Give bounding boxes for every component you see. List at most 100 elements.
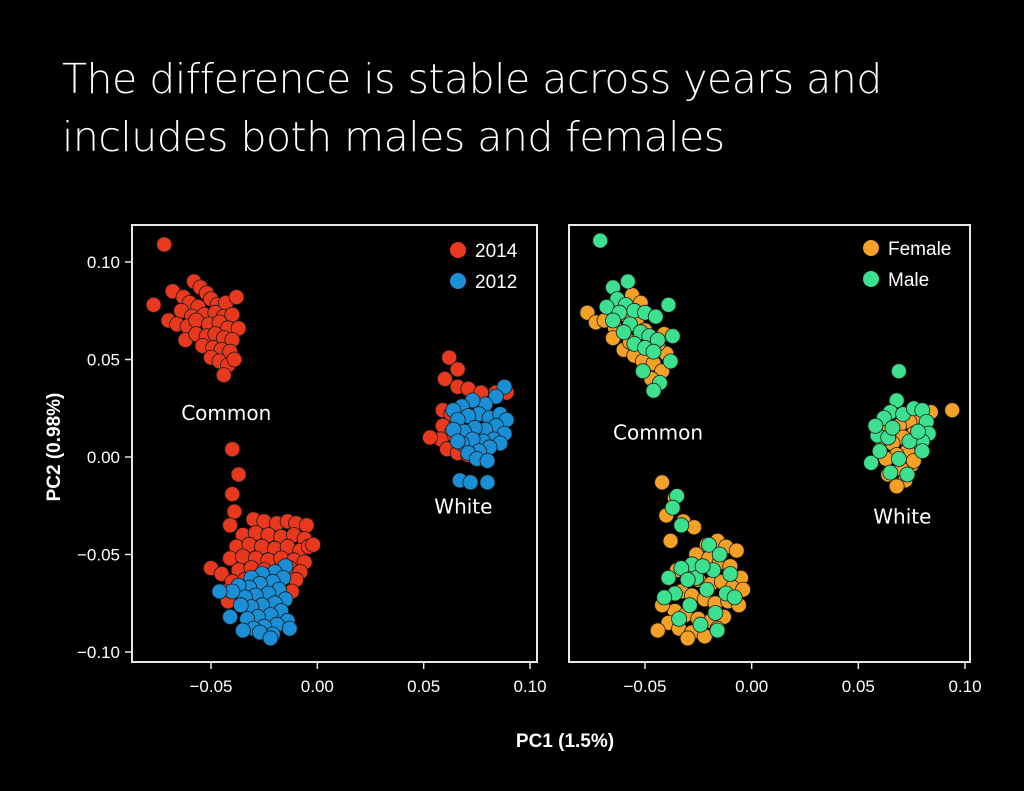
data-point-male [692, 616, 709, 633]
data-point-female [888, 478, 905, 495]
data-point-2014 [224, 306, 241, 323]
y-tick-label: −0.05 [77, 546, 120, 565]
data-point-male [694, 558, 711, 575]
data-point-male [620, 273, 636, 290]
data-point-2014 [436, 371, 453, 387]
data-point-male [592, 232, 609, 249]
data-point-male [645, 343, 662, 360]
series-2012 [211, 378, 515, 647]
data-point-male [605, 312, 621, 329]
data-point-female [679, 630, 696, 647]
data-point-2012 [479, 474, 496, 491]
y-tick-label: 0.10 [87, 253, 120, 272]
data-point-male [664, 499, 681, 516]
data-point-male [891, 363, 907, 380]
legend-label-2014: 2014 [475, 241, 518, 262]
data-point-male [656, 589, 673, 606]
data-point-male [635, 363, 651, 380]
legend: Female Male [863, 239, 951, 291]
data-point-male [699, 581, 715, 598]
data-point-male [660, 296, 677, 313]
legend-marker-male [863, 271, 879, 287]
data-point-2012 [222, 609, 239, 625]
legend-label-male: Male [888, 270, 929, 291]
data-point-female [944, 402, 961, 419]
data-point-2014 [213, 566, 230, 582]
data-point-male [722, 566, 739, 582]
slide-title-line-1: The difference is stable across years an… [62, 55, 882, 103]
y-tick-label: 0.00 [87, 448, 120, 467]
data-point-male [701, 536, 717, 553]
legend: 2014 2012 [450, 241, 518, 293]
data-point-2014 [228, 289, 245, 306]
data-point-female [728, 542, 745, 559]
x-tick-label: 0.00 [735, 677, 768, 696]
cluster-label-common: Common [181, 401, 271, 425]
series-male [592, 232, 937, 639]
data-point-2014 [145, 296, 162, 313]
x-tick-label: 0.05 [407, 677, 440, 696]
data-point-2012 [449, 433, 466, 450]
data-point-2014 [449, 361, 466, 378]
data-point-male [709, 622, 726, 639]
data-point-male [660, 570, 677, 586]
legend-label-2012: 2012 [475, 272, 517, 293]
cluster-label-common: Common [613, 420, 703, 444]
data-point-male [662, 353, 679, 370]
data-point-male [863, 454, 879, 471]
legend-marker-2012 [450, 273, 466, 289]
data-point-male [664, 328, 681, 345]
x-tick-label: 0.10 [513, 677, 546, 696]
y-tick-label: 0.05 [87, 351, 120, 370]
data-point-male [671, 611, 687, 627]
data-point-male [910, 423, 926, 440]
data-point-male [673, 517, 690, 534]
plot-frame [131, 224, 538, 663]
legend-marker-2014 [450, 242, 466, 258]
data-point-male [867, 417, 884, 434]
data-point-2012 [462, 474, 479, 491]
plot-frame [568, 224, 971, 663]
data-point-male [681, 597, 698, 614]
data-point-2012 [479, 452, 496, 469]
data-point-2012 [234, 622, 251, 639]
data-point-2014 [230, 466, 247, 483]
legend-marker-female [863, 240, 879, 256]
scatter-panel-2: −0.05 0.00 0.05 0.10 Female Male Common White [568, 224, 982, 696]
data-point-male [882, 464, 899, 481]
legend-label-female: Female [888, 239, 951, 260]
x-tick-label: 0.05 [842, 677, 875, 696]
data-point-2014 [298, 517, 315, 534]
data-point-2012 [232, 597, 249, 614]
data-point-male [645, 382, 662, 399]
data-point-2014 [226, 351, 243, 368]
scatter-panel-1: −0.05 0.00 0.05 0.10 0.10 0.05 0.00 −0.05 −0.10 2… [77, 224, 547, 696]
data-point-2012 [211, 583, 228, 600]
data-point-2014 [222, 517, 239, 534]
slide-title-line-2: includes both males and females [62, 113, 725, 161]
x-axis-title: PC1 (1.5%) [516, 731, 614, 752]
data-point-2014 [224, 486, 241, 503]
data-point-male [726, 589, 743, 606]
data-point-2012 [488, 388, 504, 405]
data-point-male [884, 419, 901, 436]
data-point-2012 [262, 630, 279, 647]
data-point-male [871, 443, 888, 460]
x-tick-label: 0.10 [948, 677, 981, 696]
cluster-label-white: White [434, 495, 492, 519]
data-point-male [679, 571, 696, 588]
data-point-male [647, 308, 664, 325]
data-point-2014 [226, 503, 243, 520]
slide-title: The difference is stable across years an… [62, 50, 1002, 166]
cluster-label-white: White [873, 504, 931, 528]
data-point-2014 [224, 441, 241, 458]
data-point-2014 [422, 429, 438, 446]
y-tick-label: −0.10 [77, 643, 120, 662]
data-point-male [711, 546, 728, 563]
data-point-male [707, 605, 724, 621]
x-tick-label: −0.05 [189, 677, 232, 696]
x-tick-label: −0.05 [623, 677, 666, 696]
data-point-2014 [156, 236, 173, 253]
data-point-2014 [305, 536, 322, 553]
